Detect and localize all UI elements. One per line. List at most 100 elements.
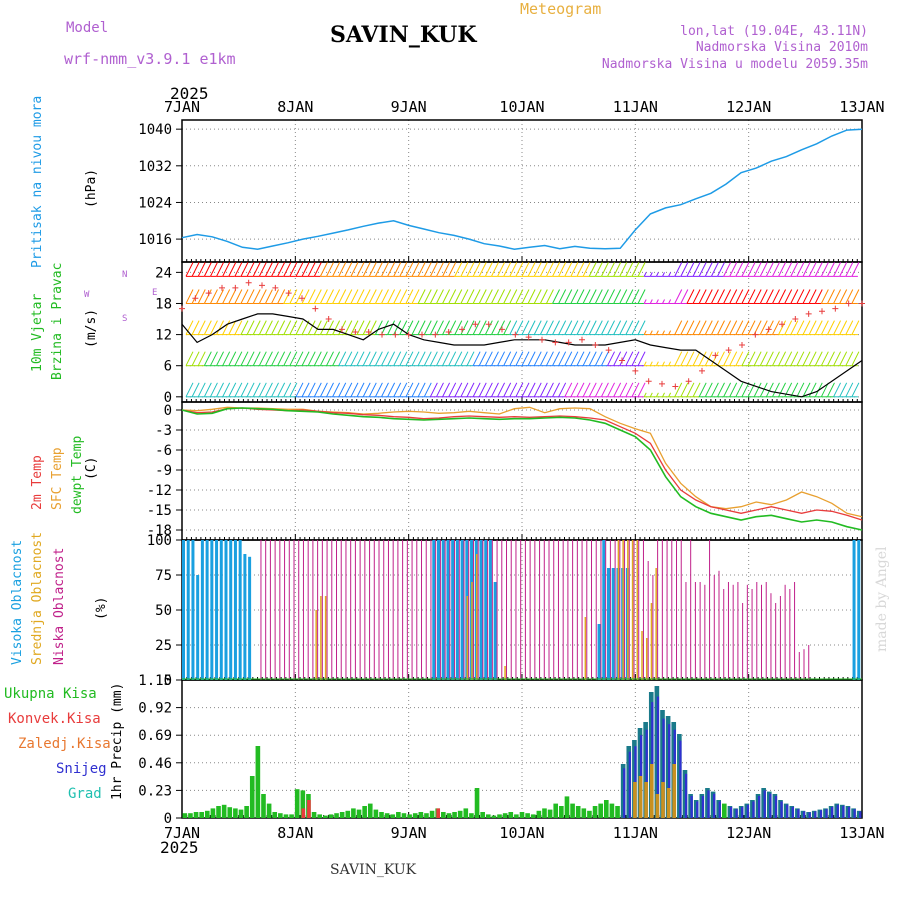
wind-barb [784, 262, 793, 277]
wind-barb [277, 262, 286, 277]
wind-barb [332, 289, 341, 304]
x-tick-bottom: 10JAN [499, 824, 544, 842]
wind-barb [619, 382, 628, 398]
wind-barb [393, 289, 402, 304]
wind-barb [362, 351, 371, 366]
x-tick-bottom: 7JAN [164, 824, 200, 842]
wind-barb [411, 382, 420, 398]
cloud-mid-label: Srednja Oblacnost [30, 531, 45, 665]
sfc-temp-line [181, 406, 863, 518]
wind-barb [374, 320, 383, 335]
cloud-high-bar [200, 540, 204, 680]
wind-barb [429, 262, 438, 277]
wind-barb [790, 289, 799, 304]
wind-barb [240, 262, 249, 277]
precip-total-bar [345, 810, 351, 818]
wind-barb [668, 361, 672, 366]
wind-barb [350, 382, 359, 398]
wind-barb [472, 382, 481, 398]
wind-barb [509, 382, 518, 398]
wind-barb [717, 320, 725, 335]
gust-mark [565, 339, 572, 346]
x-tick-top: 7JAN [164, 98, 200, 116]
wind-barb [637, 262, 646, 277]
precip-total-bar [255, 746, 261, 818]
wind-barb [643, 330, 647, 335]
wind-barb [271, 289, 279, 304]
wind-barb [619, 262, 628, 277]
y-tick-label: 1.15 [138, 673, 172, 689]
wind-barb [729, 382, 738, 398]
wind-barb [246, 289, 255, 304]
gust-mark [472, 321, 479, 328]
wind-barb [692, 289, 701, 304]
x-tick-bottom: 12JAN [726, 824, 771, 842]
wind-barb [552, 351, 560, 366]
wind-barb [301, 351, 310, 366]
cloud-high-bar [852, 540, 856, 680]
cloud-mid-bar [315, 610, 317, 680]
wind-barb [796, 382, 805, 398]
wind-barb [326, 262, 334, 277]
wind-barb [436, 351, 444, 366]
wind-barb [845, 351, 854, 366]
wind-barb [814, 262, 823, 277]
wind-barb [448, 351, 457, 366]
precip-total-bar [412, 813, 418, 818]
wind-barb [570, 289, 579, 304]
wind-barb [228, 289, 237, 304]
wind-barb [478, 289, 487, 304]
wind-barb [533, 289, 542, 304]
wind-barb [680, 351, 689, 366]
wind-barb [222, 262, 231, 277]
wind-barb [203, 320, 212, 335]
precip-total-bar [238, 809, 244, 818]
precip-total-bar [334, 813, 339, 818]
cloud-mid-bar [584, 617, 587, 680]
wind-barb [839, 289, 848, 304]
precip-snow-bar [735, 809, 738, 818]
wind-barb [240, 351, 249, 366]
precip-snow-bar [668, 724, 671, 818]
wind-barb [332, 262, 341, 277]
wind-barb [264, 320, 273, 335]
gust-mark [219, 284, 225, 291]
dir-s: S [122, 314, 128, 324]
pressure-unit: (hPa) [84, 168, 99, 208]
precip-total-bar [249, 776, 255, 818]
wind-barb [637, 351, 646, 366]
cloud-high-bar [238, 540, 242, 680]
cloud-mid-bar [650, 603, 653, 680]
wind-barb [845, 262, 854, 277]
wind-barb [662, 299, 665, 304]
precip-conv-bar [644, 782, 648, 818]
precip-total-bar [553, 803, 559, 818]
wind-barb [655, 392, 659, 398]
wind-barb [741, 382, 750, 398]
wind-barb [222, 382, 231, 398]
wind-barb [594, 262, 603, 277]
wind-barb [509, 289, 518, 304]
wind-barb [503, 382, 512, 398]
precip-total-bar [469, 813, 474, 818]
wind-barb [686, 289, 695, 304]
wind-barb [704, 320, 713, 335]
wind-barb [411, 351, 420, 366]
precip-conv-bar [661, 782, 665, 818]
wind-barb [521, 262, 530, 277]
precip-snow-bar [690, 795, 693, 818]
wind-barb [295, 289, 304, 304]
wind-barb [399, 382, 408, 398]
wind-barb [191, 351, 200, 366]
wind-barb [228, 382, 237, 398]
precip-snow-bar [786, 804, 789, 818]
wind-barb [778, 289, 787, 304]
gust-mark [459, 326, 465, 333]
wind-barb [405, 289, 414, 304]
gust-mark [339, 326, 345, 333]
wind-barb [747, 289, 756, 304]
wind-barb [833, 262, 842, 277]
wind-barb [466, 262, 475, 277]
precip-total-bar [536, 810, 542, 818]
wind-barb [796, 289, 805, 304]
